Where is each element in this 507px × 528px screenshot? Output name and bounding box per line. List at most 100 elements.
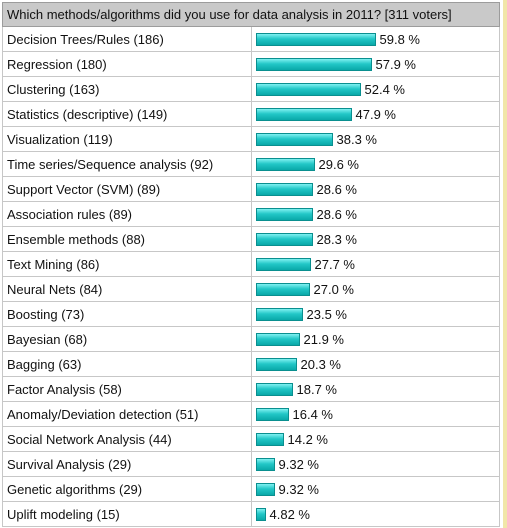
poll-bar-wrap: 38.3 % <box>255 128 499 151</box>
poll-row: Bagging (63) 20.3 % <box>2 351 500 377</box>
poll-bar <box>255 132 333 146</box>
poll-percentage: 9.32 % <box>278 456 319 472</box>
poll-bar-cell: 16.4 % <box>250 401 500 427</box>
poll-bar-wrap: 57.9 % <box>255 53 499 76</box>
poll-bar-cell: 27.0 % <box>250 276 500 302</box>
poll-bar-wrap: 23.5 % <box>255 303 499 326</box>
poll-bar <box>255 382 293 396</box>
poll-bar-wrap: 27.0 % <box>255 278 499 301</box>
poll-option-label: Regression (180) <box>2 51 252 77</box>
poll-bar <box>255 107 352 121</box>
poll-bar-cell: 4.82 % <box>250 501 500 527</box>
poll-bar-wrap: 4.82 % <box>255 503 499 526</box>
poll-option-label: Neural Nets (84) <box>2 276 252 302</box>
poll-bar-cell: 28.6 % <box>250 201 500 227</box>
poll-bar <box>255 57 372 71</box>
poll-bar-cell: 29.6 % <box>250 151 500 177</box>
poll-row: Neural Nets (84) 27.0 % <box>2 276 500 302</box>
poll-option-label: Support Vector (SVM) (89) <box>2 176 252 202</box>
poll-results-table: Which methods/algorithms did you use for… <box>2 2 500 527</box>
poll-row: Bayesian (68) 21.9 % <box>2 326 500 352</box>
poll-percentage: 14.2 % <box>287 431 328 447</box>
poll-bar-cell: 59.8 % <box>250 26 500 52</box>
poll-bar <box>255 32 376 46</box>
poll-percentage: 21.9 % <box>303 331 344 347</box>
poll-bar <box>255 232 313 246</box>
poll-percentage: 9.32 % <box>278 481 319 497</box>
poll-bar <box>255 82 361 96</box>
poll-percentage: 28.6 % <box>316 181 357 197</box>
poll-bar-cell: 23.5 % <box>250 301 500 327</box>
poll-question: Which methods/algorithms did you use for… <box>2 2 500 27</box>
poll-bar-wrap: 27.7 % <box>255 253 499 276</box>
poll-bar-cell: 14.2 % <box>250 426 500 452</box>
poll-percentage: 52.4 % <box>364 81 405 97</box>
poll-row: Factor Analysis (58) 18.7 % <box>2 376 500 402</box>
poll-option-label: Survival Analysis (29) <box>2 451 252 477</box>
poll-option-label: Visualization (119) <box>2 126 252 152</box>
poll-bar-wrap: 18.7 % <box>255 378 499 401</box>
poll-bar <box>255 432 284 446</box>
poll-option-label: Statistics (descriptive) (149) <box>2 101 252 127</box>
poll-row: Uplift modeling (15) 4.82 % <box>2 501 500 527</box>
poll-bar-wrap: 16.4 % <box>255 403 499 426</box>
poll-row: Visualization (119) 38.3 % <box>2 126 500 152</box>
poll-percentage: 47.9 % <box>355 106 396 122</box>
poll-row: Clustering (163) 52.4 % <box>2 76 500 102</box>
poll-bar <box>255 182 313 196</box>
poll-option-label: Bagging (63) <box>2 351 252 377</box>
poll-bar-cell: 57.9 % <box>250 51 500 77</box>
poll-bar <box>255 157 315 171</box>
poll-option-label: Clustering (163) <box>2 76 252 102</box>
poll-row: Genetic algorithms (29) 9.32 % <box>2 476 500 502</box>
poll-bar-cell: 9.32 % <box>250 451 500 477</box>
poll-bar <box>255 307 303 321</box>
poll-bar-wrap: 28.6 % <box>255 178 499 201</box>
poll-option-label: Decision Trees/Rules (186) <box>2 26 252 52</box>
poll-row: Time series/Sequence analysis (92) 29.6 % <box>2 151 500 177</box>
poll-option-label: Factor Analysis (58) <box>2 376 252 402</box>
poll-percentage: 23.5 % <box>306 306 347 322</box>
poll-row: Statistics (descriptive) (149) 47.9 % <box>2 101 500 127</box>
poll-row: Ensemble methods (88) 28.3 % <box>2 226 500 252</box>
poll-option-label: Association rules (89) <box>2 201 252 227</box>
poll-bar <box>255 507 266 521</box>
poll-bar-wrap: 47.9 % <box>255 103 499 126</box>
poll-bar <box>255 207 313 221</box>
poll-bar <box>255 457 275 471</box>
poll-percentage: 16.4 % <box>292 406 333 422</box>
poll-bar-cell: 21.9 % <box>250 326 500 352</box>
poll-bar-wrap: 52.4 % <box>255 78 499 101</box>
poll-bar-cell: 9.32 % <box>250 476 500 502</box>
poll-bar-cell: 27.7 % <box>250 251 500 277</box>
right-edge-strip <box>503 0 507 528</box>
poll-bar-cell: 28.6 % <box>250 176 500 202</box>
poll-bar <box>255 482 275 496</box>
poll-percentage: 20.3 % <box>300 356 341 372</box>
poll-bar-wrap: 28.6 % <box>255 203 499 226</box>
poll-percentage: 4.82 % <box>269 506 310 522</box>
poll-option-label: Social Network Analysis (44) <box>2 426 252 452</box>
poll-header-row: Which methods/algorithms did you use for… <box>2 2 500 27</box>
poll-bar-wrap: 59.8 % <box>255 28 499 51</box>
poll-bar <box>255 257 311 271</box>
poll-option-label: Uplift modeling (15) <box>2 501 252 527</box>
poll-percentage: 28.6 % <box>316 206 357 222</box>
poll-option-label: Genetic algorithms (29) <box>2 476 252 502</box>
poll-percentage: 28.3 % <box>316 231 357 247</box>
poll-bar-wrap: 9.32 % <box>255 478 499 501</box>
poll-percentage: 27.7 % <box>314 256 355 272</box>
poll-percentage: 18.7 % <box>296 381 337 397</box>
poll-row: Survival Analysis (29) 9.32 % <box>2 451 500 477</box>
poll-row: Decision Trees/Rules (186) 59.8 % <box>2 26 500 52</box>
poll-bar-wrap: 21.9 % <box>255 328 499 351</box>
poll-option-label: Ensemble methods (88) <box>2 226 252 252</box>
poll-bar-wrap: 14.2 % <box>255 428 499 451</box>
poll-bar-wrap: 29.6 % <box>255 153 499 176</box>
poll-bar-cell: 28.3 % <box>250 226 500 252</box>
poll-bar-cell: 20.3 % <box>250 351 500 377</box>
poll-row: Boosting (73) 23.5 % <box>2 301 500 327</box>
poll-bar <box>255 407 289 421</box>
poll-percentage: 27.0 % <box>313 281 354 297</box>
poll-percentage: 59.8 % <box>379 31 420 47</box>
